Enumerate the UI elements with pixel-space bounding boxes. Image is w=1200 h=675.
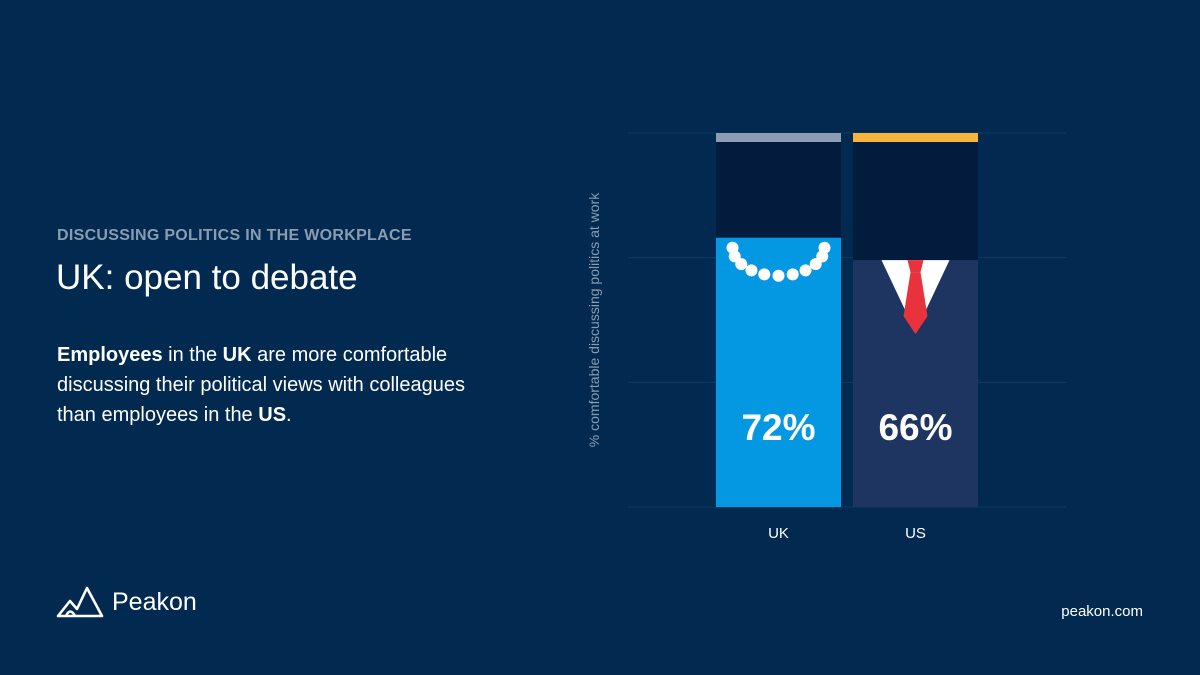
bar-remainder-us bbox=[853, 133, 978, 261]
bold-us: US bbox=[258, 404, 287, 426]
data-label-us: 66% bbox=[878, 407, 952, 448]
page-title: UK: open to debate bbox=[56, 258, 358, 297]
bar-uk bbox=[716, 237, 841, 507]
x-tick-label-us: US bbox=[905, 525, 926, 542]
text-fragment: . bbox=[286, 404, 292, 426]
x-tick-label-uk: UK bbox=[768, 525, 789, 542]
bold-employees: Employees bbox=[57, 344, 163, 366]
pearl-3 bbox=[745, 264, 758, 277]
pearl-5 bbox=[772, 269, 785, 282]
section-eyebrow: DISCUSSING POLITICS IN THE WORKPLACE bbox=[57, 227, 412, 244]
bar-remainder-uk bbox=[716, 133, 841, 238]
pearl-7 bbox=[799, 264, 812, 277]
data-label-uk: 72% bbox=[741, 407, 815, 448]
description-text: Employees in the UK are more comfortable… bbox=[57, 340, 497, 430]
text-fragment: are more comfortable discussing their po… bbox=[57, 344, 465, 426]
tie-knot-icon bbox=[907, 260, 924, 273]
tie-icon bbox=[903, 272, 928, 335]
peakon-logo: Peakon bbox=[56, 585, 197, 619]
pearl-10 bbox=[818, 241, 831, 254]
text-fragment: in the bbox=[162, 344, 223, 366]
brand-name: Peakon bbox=[112, 587, 197, 616]
website-link[interactable]: peakon.com bbox=[1061, 603, 1143, 620]
mountain-logo-icon bbox=[56, 586, 104, 618]
pearl-2 bbox=[735, 258, 748, 271]
bold-uk: UK bbox=[222, 344, 252, 366]
pearl-4 bbox=[758, 268, 771, 281]
bar-cap-us bbox=[853, 133, 978, 142]
pearl-6 bbox=[786, 268, 799, 281]
bar-cap-uk bbox=[716, 133, 841, 142]
